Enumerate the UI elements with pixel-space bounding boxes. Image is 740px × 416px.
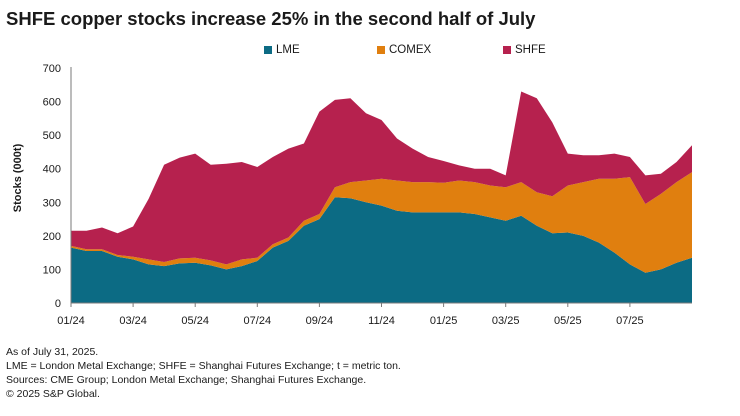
stacked-area-chart: 0 100 200 300 400 500 600 700 01/24 03/24 05/24 07/… [43, 63, 692, 327]
y-tick-label: 700 [43, 63, 61, 75]
y-tick-label: 500 [43, 130, 61, 142]
legend-label-lme: LME [276, 44, 300, 56]
y-tick-label: 0 [55, 298, 61, 310]
legend-item-comex: COMEX [377, 44, 431, 56]
legend-swatch-lme [264, 46, 272, 54]
legend-swatch-shfe [503, 46, 511, 54]
legend-label-shfe: SHFE [515, 44, 546, 56]
x-tick-label: 05/25 [554, 315, 582, 327]
y-tick-label: 600 [43, 97, 61, 109]
footnote-date: As of July 31, 2025. [6, 346, 99, 358]
y-tick-label: 100 [43, 264, 61, 276]
footnote-copyright: © 2025 S&P Global. [6, 388, 100, 400]
y-tick-label: 400 [43, 164, 61, 176]
x-tick-label: 11/24 [368, 315, 395, 327]
x-tick-label: 09/24 [306, 315, 334, 327]
legend-label-comex: COMEX [389, 44, 432, 56]
footnote-sources: Sources: CME Group; London Metal Exchang… [6, 374, 367, 386]
x-tick-label: 01/25 [430, 315, 458, 327]
x-tick-label: 01/24 [57, 315, 85, 327]
area-comex [71, 172, 692, 273]
legend-item-lme: LME [264, 44, 300, 56]
chart-title: SHFE copper stocks increase 25% in the s… [6, 8, 536, 29]
legend: LME COMEX SHFE [0, 44, 740, 60]
legend-item-shfe: SHFE [503, 44, 546, 56]
x-tick-label: 05/24 [181, 315, 209, 327]
legend-swatch-comex [377, 46, 385, 54]
x-tick-label: 03/24 [119, 315, 147, 327]
footnote-abbreviations: LME = London Metal Exchange; SHFE = Shan… [6, 360, 401, 372]
x-tick-label: 03/25 [492, 315, 520, 327]
y-tick-label: 200 [43, 231, 61, 243]
x-tick-label: 07/25 [616, 315, 644, 327]
area-shfe [71, 91, 692, 265]
x-tick-label: 07/24 [244, 315, 272, 327]
footnotes: As of July 31, 2025. LME = London Metal … [6, 345, 401, 401]
y-tick-label: 300 [43, 197, 61, 209]
area-lme [71, 197, 692, 303]
